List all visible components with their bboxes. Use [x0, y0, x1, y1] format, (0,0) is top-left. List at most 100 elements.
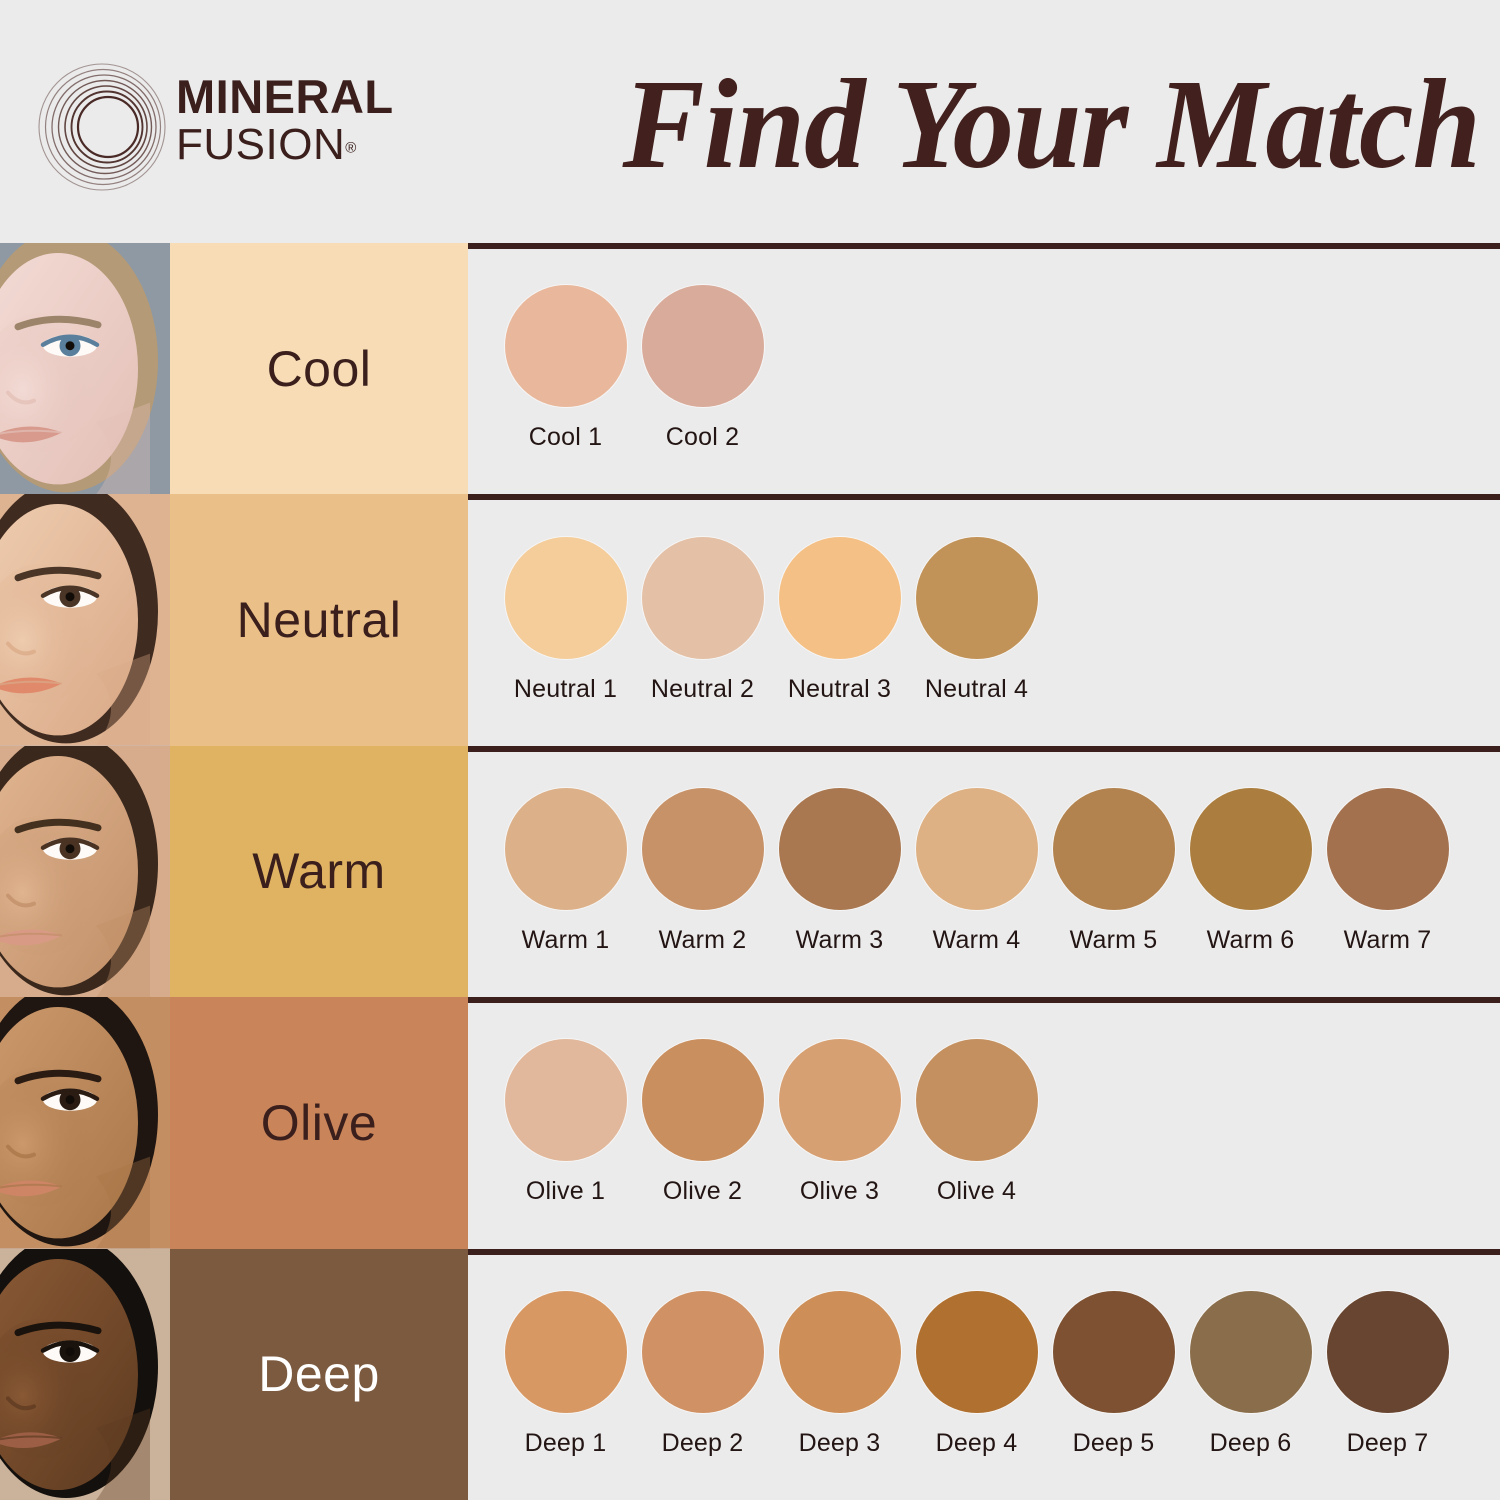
model-face-cool: [0, 243, 170, 495]
shade-swatch-dot[interactable]: [1052, 787, 1175, 910]
shade-swatch[interactable]: Cool 1: [497, 285, 634, 452]
header: MINERAL FUSION® Find Your Match: [0, 0, 1500, 243]
shade-swatch-label: Olive 4: [936, 1177, 1017, 1206]
shade-swatch-dot[interactable]: [504, 1039, 627, 1162]
shade-swatch-label: Deep 4: [935, 1428, 1018, 1457]
shade-swatch-dot[interactable]: [778, 1290, 901, 1413]
brand-name-fusion: FUSION: [176, 120, 346, 169]
shade-swatch-dot[interactable]: [1189, 1290, 1312, 1413]
shade-swatch[interactable]: Neutral 3: [771, 536, 908, 704]
swatch-area-olive: Olive 1 Olive 2 Olive 3 Olive 4: [468, 997, 1500, 1249]
shade-swatch-label: Warm 7: [1343, 925, 1432, 954]
shade-swatch[interactable]: Olive 3: [771, 1039, 908, 1206]
brand-name-fusion-row: FUSION®: [176, 122, 446, 178]
shade-swatch-label: Warm 3: [795, 925, 884, 954]
model-face-warm: [0, 745, 170, 998]
shade-swatch[interactable]: Deep 1: [497, 1290, 634, 1458]
shade-swatch-dot[interactable]: [915, 787, 1038, 910]
shade-swatch-dot[interactable]: [504, 285, 627, 408]
shade-swatch[interactable]: Warm 4: [908, 787, 1045, 955]
shade-swatch-dot[interactable]: [641, 1290, 764, 1413]
swatch-strip: Warm 1 Warm 2 Warm 3 Warm 4 Warm 5 Warm 6 Warm…: [497, 746, 1456, 997]
shade-swatch-dot[interactable]: [1052, 1290, 1175, 1413]
shade-swatch[interactable]: Warm 7: [1319, 787, 1456, 955]
shade-swatch-dot[interactable]: [504, 536, 627, 659]
category-label: Olive: [260, 1094, 378, 1151]
shade-swatch-dot[interactable]: [1189, 787, 1312, 910]
shade-swatch[interactable]: Olive 2: [634, 1039, 771, 1206]
shade-swatch[interactable]: Warm 1: [497, 787, 634, 955]
swatch-strip: Cool 1 Cool 2: [497, 243, 771, 494]
brand-wordmark: MINERAL FUSION®: [176, 72, 446, 182]
shade-swatch[interactable]: Neutral 2: [634, 536, 771, 704]
shade-swatch-label: Deep 3: [798, 1428, 881, 1457]
shade-swatch-label: Warm 6: [1206, 925, 1295, 954]
category-label: Warm: [252, 843, 386, 900]
model-face-neutral: [0, 494, 170, 746]
model-face-deep: [0, 1248, 170, 1500]
row-divider-rule: [468, 745, 1500, 752]
shade-swatch-label: Deep 5: [1072, 1428, 1155, 1457]
shade-swatch-dot[interactable]: [641, 285, 764, 408]
shade-swatch-dot[interactable]: [641, 536, 764, 659]
shade-swatch[interactable]: Deep 7: [1319, 1290, 1456, 1458]
shade-swatch-label: Cool 2: [665, 423, 740, 452]
shade-swatch[interactable]: Neutral 1: [497, 536, 634, 704]
shade-swatch-label: Deep 7: [1346, 1428, 1429, 1457]
swatch-strip: Deep 1 Deep 2 Deep 3 Deep 4 Deep 5 Deep 6 Deep…: [497, 1249, 1456, 1500]
shade-swatch[interactable]: Deep 6: [1182, 1290, 1319, 1458]
shade-swatch-label: Warm 5: [1069, 925, 1158, 954]
swatch-strip: Neutral 1 Neutral 2 Neutral 3 Neutral 4: [497, 494, 1045, 745]
shade-swatch[interactable]: Warm 3: [771, 787, 908, 955]
shade-swatch-label: Warm 4: [932, 925, 1021, 954]
category-band-deep: Deep: [170, 1248, 468, 1500]
shade-row-deep: Deep Deep 1 Deep 2 Deep 3 Deep 4 Deep 5 Deep 6…: [0, 1248, 1500, 1500]
shade-swatch-label: Deep 1: [524, 1428, 607, 1457]
category-band-olive: Olive: [170, 997, 468, 1249]
category-band-cool: Cool: [170, 243, 468, 495]
shade-swatch-dot[interactable]: [915, 536, 1038, 659]
swatch-area-deep: Deep 1 Deep 2 Deep 3 Deep 4 Deep 5 Deep 6 Deep…: [468, 1248, 1500, 1500]
shade-swatch-dot[interactable]: [641, 787, 764, 910]
shade-grid: Cool Cool 1 Cool 2: [0, 243, 1500, 1500]
shade-swatch-dot[interactable]: [1326, 1290, 1449, 1413]
category-band-warm: Warm: [170, 745, 468, 998]
shade-swatch-label: Neutral 1: [513, 674, 618, 703]
brand-name-mineral: MINERAL: [176, 70, 394, 123]
shade-swatch-dot[interactable]: [915, 1290, 1038, 1413]
concentric-rings-logo-icon: [38, 62, 168, 192]
shade-swatch-dot[interactable]: [504, 1290, 627, 1413]
shade-swatch-label: Olive 3: [799, 1177, 880, 1206]
shade-swatch-label: Neutral 2: [650, 674, 755, 703]
page-title: Find Your Match: [622, 52, 1481, 195]
shade-swatch-dot[interactable]: [778, 1039, 901, 1162]
shade-swatch-label: Deep 6: [1209, 1428, 1292, 1457]
shade-swatch-dot[interactable]: [778, 536, 901, 659]
shade-row-warm: Warm Warm 1 Warm 2 Warm 3 Warm 4 Warm 5 Warm 6…: [0, 745, 1500, 998]
shade-swatch[interactable]: Cool 2: [634, 285, 771, 452]
shade-swatch[interactable]: Deep 4: [908, 1290, 1045, 1458]
shade-swatch[interactable]: Deep 2: [634, 1290, 771, 1458]
shade-swatch[interactable]: Warm 6: [1182, 787, 1319, 955]
shade-swatch-dot[interactable]: [1326, 787, 1449, 910]
registered-trademark-icon: ®: [345, 139, 357, 157]
swatch-area-neutral: Neutral 1 Neutral 2 Neutral 3 Neutral 4: [468, 494, 1500, 746]
row-divider-rule: [468, 243, 1500, 249]
shade-swatch-label: Warm 2: [658, 925, 747, 954]
shade-swatch[interactable]: Olive 4: [908, 1039, 1045, 1206]
shade-swatch-dot[interactable]: [504, 787, 627, 910]
shade-swatch-dot[interactable]: [778, 787, 901, 910]
shade-swatch-dot[interactable]: [915, 1039, 1038, 1162]
row-divider-rule: [468, 1248, 1500, 1255]
shade-swatch-dot[interactable]: [641, 1039, 764, 1162]
shade-swatch[interactable]: Deep 5: [1045, 1290, 1182, 1458]
shade-swatch[interactable]: Deep 3: [771, 1290, 908, 1458]
shade-swatch[interactable]: Warm 2: [634, 787, 771, 955]
shade-swatch[interactable]: Neutral 4: [908, 536, 1045, 704]
shade-swatch-label: Neutral 3: [787, 674, 892, 703]
shade-swatch[interactable]: Olive 1: [497, 1039, 634, 1206]
swatch-area-cool: Cool 1 Cool 2: [468, 243, 1500, 495]
shade-swatch[interactable]: Warm 5: [1045, 787, 1182, 955]
shade-swatch-label: Olive 2: [662, 1177, 743, 1206]
